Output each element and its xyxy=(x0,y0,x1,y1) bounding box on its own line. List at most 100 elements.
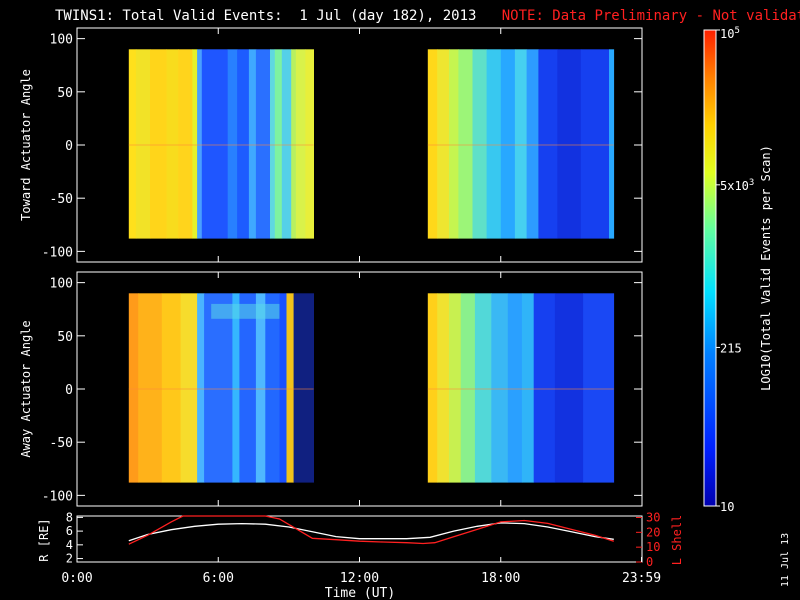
away-stripe xyxy=(286,293,294,483)
colorbar-tick-label: 105 xyxy=(720,26,740,41)
toward-stripe xyxy=(449,49,459,239)
away-stripe xyxy=(437,293,450,483)
toward-stripe xyxy=(472,49,487,239)
chart-title: TWINS1: Total Valid Events: 1 Jul (day 1… xyxy=(55,8,800,24)
away-stripe xyxy=(180,293,198,483)
toward-ytick-label: -50 xyxy=(50,192,73,207)
toward-stripe xyxy=(227,49,238,239)
toward-stripe xyxy=(557,49,582,239)
away-stripe xyxy=(197,293,205,483)
toward-stripe xyxy=(295,49,306,239)
time-tick-label: 23:59 xyxy=(622,571,661,586)
away-ytick-label: 50 xyxy=(57,330,73,345)
l-shell-tick-label: 30 xyxy=(646,510,660,524)
toward-stripe xyxy=(166,49,179,239)
away-stripe xyxy=(255,293,266,483)
away-stripe xyxy=(232,293,240,483)
toward-stripe xyxy=(609,49,615,239)
l-shell-tick-label: 20 xyxy=(646,525,660,539)
colorbar-tick-label: 5x103 xyxy=(720,178,754,193)
toward-stripe xyxy=(437,49,450,239)
toward-ytick-label: 100 xyxy=(50,33,73,48)
l-shell-line xyxy=(128,515,614,545)
away-heatmap xyxy=(128,293,615,483)
toward-stripe xyxy=(192,49,198,239)
toward-ytick-label: 0 xyxy=(65,139,73,154)
toward-stripe xyxy=(150,49,167,239)
toward-stripe xyxy=(248,49,257,239)
toward-y-axis-label: Toward Actuator Angle xyxy=(19,69,33,221)
l-shell-axis-label: L Shell xyxy=(670,515,684,566)
l-shell-tick-label: 0 xyxy=(646,555,653,569)
time-tick-label: 18:00 xyxy=(481,571,520,586)
date-stamp: 11 Jul 13 xyxy=(780,533,791,587)
radius-tick-label: 2 xyxy=(66,552,73,566)
away-stripe xyxy=(583,293,615,483)
toward-y-ticks: 100 50 0 -50 -100 xyxy=(42,28,643,262)
toward-stripe xyxy=(270,49,276,239)
toward-heatmap xyxy=(128,49,615,239)
toward-stripe xyxy=(274,49,283,239)
toward-stripe xyxy=(538,49,558,239)
toward-stripe xyxy=(178,49,193,239)
toward-stripe xyxy=(237,49,250,239)
radius-tick-label: 6 xyxy=(66,524,73,538)
colorbar-tick-label: 215 xyxy=(720,341,742,355)
colorbar-tick-label: 10 xyxy=(720,500,734,514)
time-tick-label: 12:00 xyxy=(340,571,379,586)
toward-stripe xyxy=(291,49,297,239)
colorbar-label: LOG10(Total Valid Events per Scan) xyxy=(759,145,773,391)
away-stripe xyxy=(460,293,476,483)
radius-tick-label: 8 xyxy=(66,510,73,524)
away-ytick-label: 100 xyxy=(50,277,73,292)
time-tick-label: 0:00 xyxy=(61,571,92,586)
orbit-lines xyxy=(128,515,614,545)
radius-tick-label: 4 xyxy=(66,538,73,552)
away-stripe xyxy=(449,293,462,483)
toward-stripe xyxy=(580,49,610,239)
title-text: TWINS1: Total Valid Events: 1 Jul (day 1… xyxy=(55,8,477,24)
away-stripe xyxy=(554,293,584,483)
toward-angle-panel: 100 50 0 -50 -100 Toward Actuator Angle xyxy=(19,27,643,263)
colorbar-ticks: 10 215 5x103 105 xyxy=(716,26,754,514)
away-stripe xyxy=(521,293,535,483)
toward-stripe xyxy=(514,49,528,239)
away-stripe xyxy=(293,293,314,483)
away-y-axis-label: Away Actuator Angle xyxy=(19,320,33,457)
toward-stripe xyxy=(500,49,516,239)
away-stripe xyxy=(128,293,139,483)
toward-stripe xyxy=(427,49,438,239)
away-stripe xyxy=(507,293,523,483)
away-stripe xyxy=(239,293,257,483)
away-stripe xyxy=(161,293,181,483)
toward-ytick-label: -100 xyxy=(42,245,73,260)
toward-stripe xyxy=(305,49,314,239)
time-tick-label: 6:00 xyxy=(203,571,234,586)
away-ytick-label: 0 xyxy=(65,383,73,398)
away-stripe xyxy=(138,293,163,483)
toward-stripe xyxy=(486,49,502,239)
toward-ytick-label: 50 xyxy=(57,86,73,101)
toward-stripe xyxy=(135,49,151,239)
radius-axis-label: R [RE] xyxy=(37,518,51,561)
radius-line xyxy=(128,522,614,542)
away-stripe xyxy=(427,293,438,483)
toward-stripe xyxy=(201,49,229,239)
away-stripe xyxy=(279,293,287,483)
away-bright-band xyxy=(211,303,280,319)
l-shell-tick-label: 10 xyxy=(646,540,660,554)
away-angle-panel: 100 50 0 -50 -100 Away Actuator Angle xyxy=(19,271,643,507)
away-stripe xyxy=(265,293,280,483)
toward-stripe xyxy=(526,49,539,239)
away-stripe xyxy=(204,293,233,483)
toward-stripe xyxy=(197,49,203,239)
away-stripe xyxy=(491,293,509,483)
away-ytick-label: -100 xyxy=(42,489,73,504)
preliminary-note: NOTE: Data Preliminary - Not validated xyxy=(501,8,800,24)
toward-stripe xyxy=(458,49,473,239)
colorbar-gradient xyxy=(703,29,717,507)
away-stripe xyxy=(533,293,556,483)
